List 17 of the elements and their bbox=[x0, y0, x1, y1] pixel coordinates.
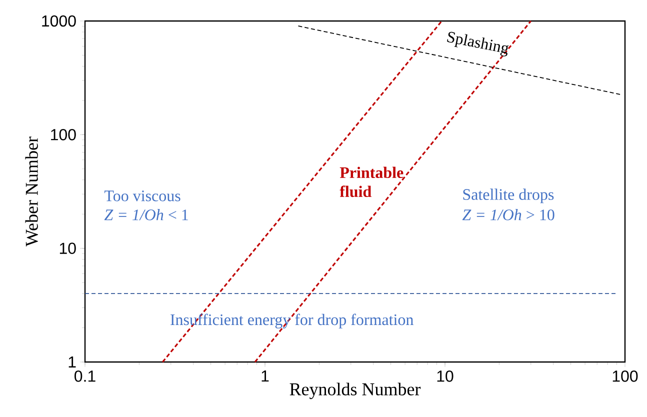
annotation: Insufficient energy for drop formation bbox=[170, 314, 414, 328]
x-tick-label: 10 bbox=[437, 370, 454, 382]
x-tick-label: 100 bbox=[612, 370, 638, 382]
y-tick-label: 100 bbox=[51, 129, 76, 140]
x-tick-label: 0.1 bbox=[74, 370, 96, 382]
y-axis-title: Weber Number bbox=[25, 136, 38, 246]
x-axis-title: Reynolds Number bbox=[290, 382, 421, 400]
y-tick-label: 1000 bbox=[42, 15, 76, 27]
x-tick-label: 1 bbox=[262, 370, 269, 382]
annotation: Z = 1/Oh < 1 bbox=[104, 209, 188, 220]
annotation: Too viscous bbox=[104, 190, 180, 202]
annotation: Satellite drops bbox=[463, 188, 554, 204]
annotation: Printable fluid bbox=[340, 166, 404, 198]
y-tick-label: 10 bbox=[60, 242, 76, 254]
annotation: Splashing bbox=[447, 32, 509, 56]
annotation: Z = 1/Oh > 10 bbox=[462, 209, 554, 220]
y-tick-label: 1 bbox=[68, 356, 76, 368]
